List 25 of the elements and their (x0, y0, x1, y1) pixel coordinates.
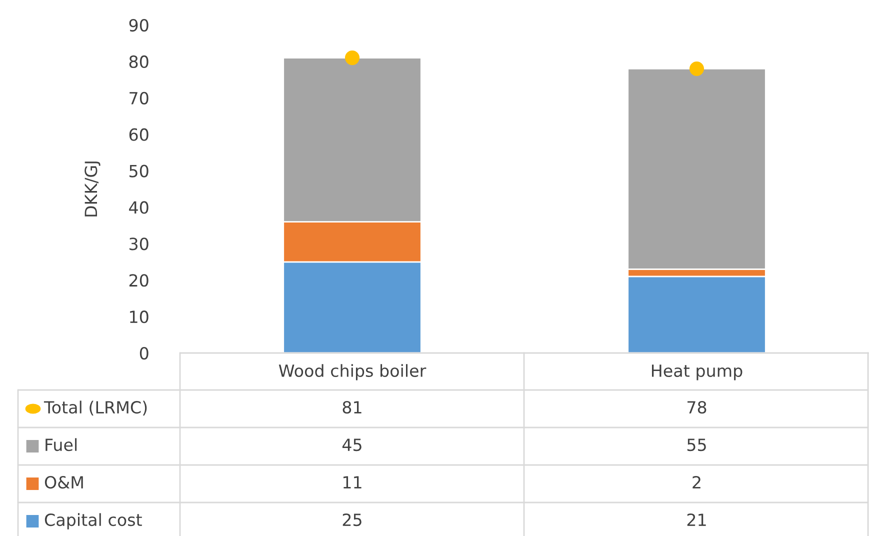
data-label: 81 (342, 400, 362, 414)
y-tick-label: 80 (129, 55, 148, 68)
y-tick-label: 50 (130, 164, 148, 178)
legend-label: Fuel (46, 438, 77, 452)
y-tick-label: 60 (129, 128, 148, 141)
legend-label: Capital cost (44, 513, 142, 530)
y-axis-title: DKK/GJ (84, 162, 100, 216)
data-label: 21 (687, 513, 706, 526)
data-label: 25 (342, 513, 362, 526)
x-tick-label: Heat pump (652, 364, 742, 380)
x-tick-label: Wood chips boiler (278, 364, 426, 380)
y-tick-label: 70 (130, 92, 148, 104)
y-tick-label: 10 (130, 310, 148, 324)
y-tick-label: 0 (140, 346, 148, 360)
legend-label: O&M (44, 476, 83, 489)
data-label: 2 (692, 476, 700, 488)
y-tick-label: 20 (129, 274, 148, 287)
y-tick-label: 40 (129, 201, 148, 214)
data-label: 11 (343, 476, 362, 488)
data-label: 55 (687, 438, 706, 452)
y-tick-label: 30 (130, 238, 148, 250)
data-label: 78 (688, 400, 706, 414)
y-tick-label: 90 (129, 18, 148, 32)
legend-label: Total (LRMC) (44, 400, 147, 416)
data-label: 45 (342, 438, 362, 452)
